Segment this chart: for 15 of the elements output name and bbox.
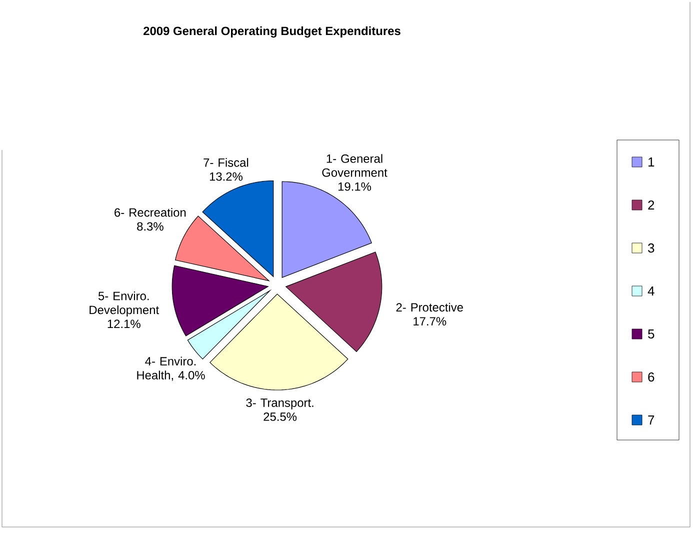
legend-label: 3 — [648, 243, 654, 253]
legend-label: 5 — [648, 329, 654, 339]
data-label: 4- Enviro. Health, 4.0% — [137, 356, 205, 381]
legend-label: 4 — [648, 286, 654, 296]
legend-label: 2 — [648, 200, 654, 210]
data-label: 7- Fiscal 13.2% — [204, 158, 248, 181]
chart-title: 2009 General Operating Budget Expenditures — [144, 26, 400, 38]
data-label: 2- Protective 17.7% — [396, 302, 463, 326]
data-label: 3- Transport. 25.5% — [246, 398, 314, 421]
legend-label: 7 — [648, 416, 654, 424]
data-label: 6- Recreation 8.3% — [114, 208, 186, 231]
data-label: 5- Enviro. Development 12.1% — [90, 291, 159, 328]
legend-label: 1 — [648, 158, 654, 166]
legend-label: 6 — [648, 372, 654, 382]
data-label: 1- General Government 19.1% — [322, 154, 388, 191]
